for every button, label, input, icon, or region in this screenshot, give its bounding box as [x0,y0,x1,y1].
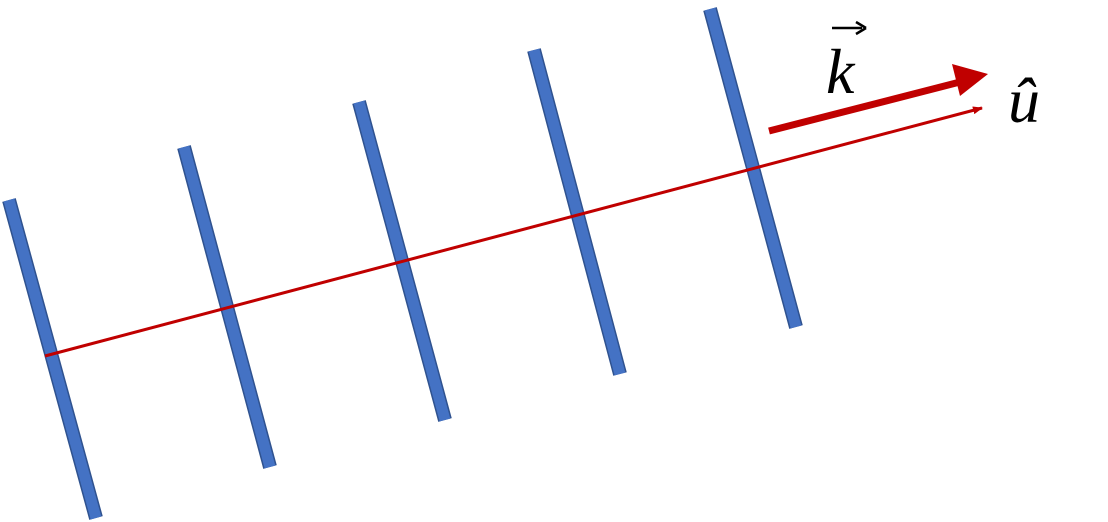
direction-line [44,106,983,358]
wavefront [2,198,103,520]
wavefronts [2,7,803,520]
wavefront [527,48,627,376]
wave-vector-arrow [768,64,988,135]
unit-vector-label: û [1008,65,1040,136]
wave-vector-label: k [826,20,867,107]
wave-vector-text: k [826,36,856,107]
